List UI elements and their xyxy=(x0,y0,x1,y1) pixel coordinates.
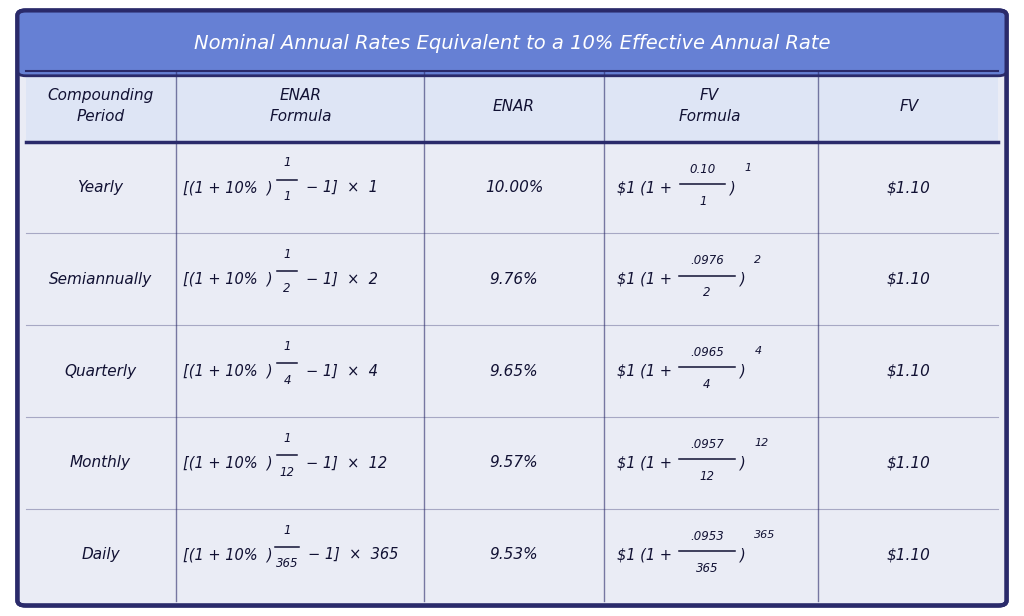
Text: .0953: .0953 xyxy=(690,530,724,543)
Text: ): ) xyxy=(740,363,745,379)
Text: ): ) xyxy=(740,547,745,562)
Text: 10.00%: 10.00% xyxy=(484,180,543,195)
Text: 4: 4 xyxy=(755,346,762,357)
Text: 9.65%: 9.65% xyxy=(489,363,539,379)
Text: 2: 2 xyxy=(284,282,291,295)
Text: [(1 + 10%  ): [(1 + 10% ) xyxy=(183,547,272,562)
Text: .0965: .0965 xyxy=(690,346,724,359)
Text: ): ) xyxy=(730,180,736,195)
Text: − 1]  ×  12: − 1] × 12 xyxy=(305,455,387,471)
Text: 1: 1 xyxy=(284,248,291,261)
Text: [(1 + 10%  ): [(1 + 10% ) xyxy=(183,180,272,195)
Text: $1.10: $1.10 xyxy=(887,180,931,195)
Text: $1.10: $1.10 xyxy=(887,363,931,379)
Text: 1: 1 xyxy=(699,195,707,208)
Text: ENAR
Formula: ENAR Formula xyxy=(269,88,332,124)
Text: 9.53%: 9.53% xyxy=(489,547,539,562)
Text: $1.10: $1.10 xyxy=(887,455,931,471)
Text: 365: 365 xyxy=(695,562,718,575)
Text: 12: 12 xyxy=(699,470,715,483)
Text: ): ) xyxy=(740,455,745,471)
Text: 365: 365 xyxy=(755,530,776,540)
Text: [(1 + 10%  ): [(1 + 10% ) xyxy=(183,363,272,379)
Text: 1: 1 xyxy=(744,163,752,173)
Text: $1 (1 +: $1 (1 + xyxy=(617,547,677,562)
Text: $1 (1 +: $1 (1 + xyxy=(617,455,677,471)
Text: Compounding
Period: Compounding Period xyxy=(47,88,154,124)
Text: Nominal Annual Rates Equivalent to a 10% Effective Annual Rate: Nominal Annual Rates Equivalent to a 10%… xyxy=(194,34,830,52)
Text: $1 (1 +: $1 (1 + xyxy=(617,180,677,195)
Text: $1 (1 +: $1 (1 + xyxy=(617,272,677,287)
Text: 1: 1 xyxy=(284,156,291,169)
Text: ENAR: ENAR xyxy=(493,99,535,114)
Text: 2: 2 xyxy=(703,286,711,299)
Text: 1: 1 xyxy=(284,432,291,445)
Text: − 1]  ×  4: − 1] × 4 xyxy=(305,363,378,379)
Text: 9.57%: 9.57% xyxy=(489,455,539,471)
Text: .0976: .0976 xyxy=(690,254,724,267)
Text: 365: 365 xyxy=(275,557,298,570)
Text: $1.10: $1.10 xyxy=(887,272,931,287)
Text: $1 (1 +: $1 (1 + xyxy=(617,363,677,379)
FancyBboxPatch shape xyxy=(17,10,1007,76)
Text: 4: 4 xyxy=(703,378,711,391)
Text: .0957: .0957 xyxy=(690,438,724,451)
Text: 12: 12 xyxy=(280,466,295,479)
Text: − 1]  ×  1: − 1] × 1 xyxy=(305,180,378,195)
Text: − 1]  ×  365: − 1] × 365 xyxy=(307,547,398,562)
Text: ): ) xyxy=(740,272,745,287)
Text: $1.10: $1.10 xyxy=(887,547,931,562)
Text: 12: 12 xyxy=(755,438,769,448)
Text: 9.76%: 9.76% xyxy=(489,272,539,287)
Text: FV: FV xyxy=(899,99,919,114)
FancyBboxPatch shape xyxy=(17,10,1007,606)
Text: 2: 2 xyxy=(755,254,762,265)
Text: 0.10: 0.10 xyxy=(689,163,716,176)
Text: FV
Formula: FV Formula xyxy=(678,88,740,124)
Text: − 1]  ×  2: − 1] × 2 xyxy=(305,272,378,287)
Text: Yearly: Yearly xyxy=(78,180,124,195)
Text: 1: 1 xyxy=(284,190,291,203)
Text: [(1 + 10%  ): [(1 + 10% ) xyxy=(183,455,272,471)
Text: Monthly: Monthly xyxy=(70,455,131,471)
Text: Quarterly: Quarterly xyxy=(65,363,136,379)
Text: Daily: Daily xyxy=(81,547,120,562)
Text: 4: 4 xyxy=(284,374,291,387)
Text: 1: 1 xyxy=(284,524,291,537)
Text: Semiannually: Semiannually xyxy=(49,272,153,287)
Text: 1: 1 xyxy=(284,340,291,353)
Text: [(1 + 10%  ): [(1 + 10% ) xyxy=(183,272,272,287)
Bar xyxy=(26,71,998,142)
